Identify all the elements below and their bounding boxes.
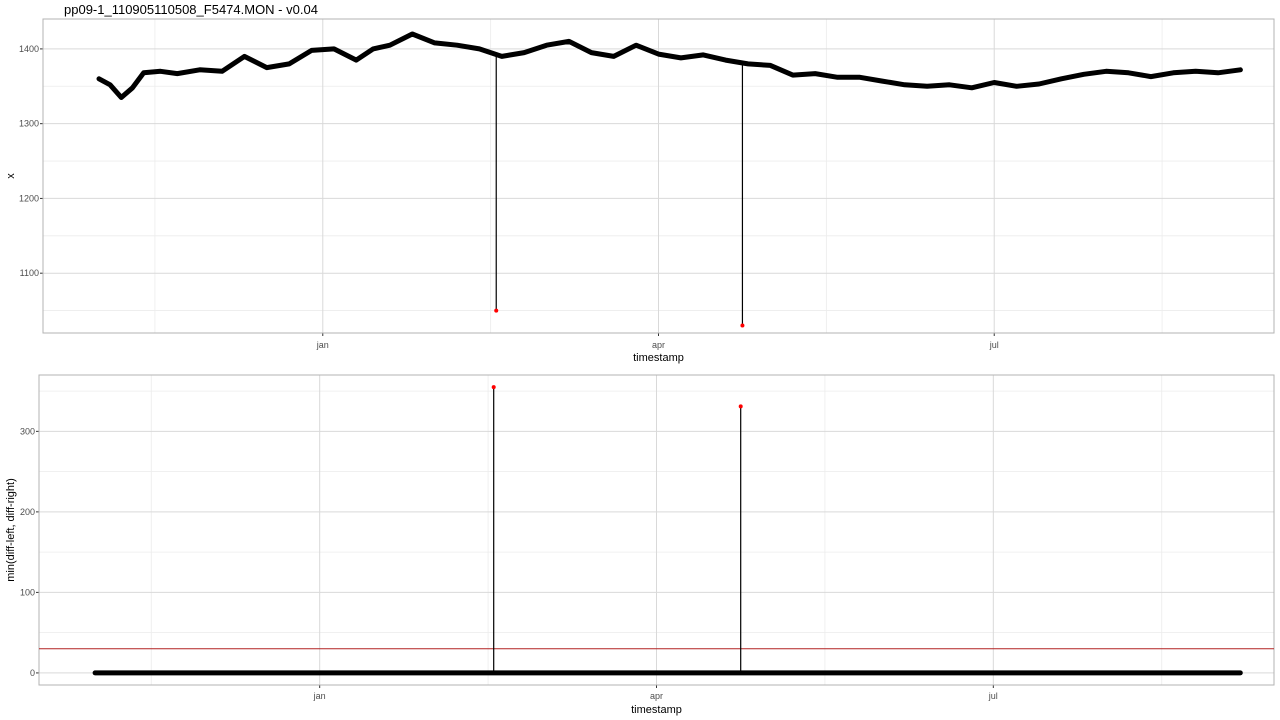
y-tick-label: 1300 (19, 119, 39, 129)
x-axis-title: timestamp (631, 704, 682, 716)
series-line (96, 31, 1243, 100)
y-tick-label: 1100 (20, 268, 39, 278)
x-tick-label: apr (652, 340, 665, 350)
panel-border (42, 18, 1275, 334)
y-axis-title: min(diff-left, diff-right) (5, 478, 17, 582)
outlier-point (738, 404, 743, 409)
x-tick-label: jan (316, 340, 329, 350)
y-tick-label: 1200 (19, 193, 39, 203)
x-tick-label: apr (650, 691, 663, 701)
page-title: pp09-1_110905110508_F5474.MON - v0.04 (64, 2, 318, 17)
y-tick-label: 0 (30, 668, 35, 678)
x-tick-label: jul (988, 691, 998, 701)
outlier-point (491, 385, 496, 390)
outlier-point (494, 308, 499, 313)
x-tick-label: jul (989, 340, 999, 350)
outlier-point (740, 323, 745, 328)
y-tick-label: 1400 (19, 44, 39, 54)
x-tick-label: jan (313, 691, 326, 701)
y-tick-label: 200 (20, 507, 35, 517)
chart-panel-1: 1100 1200 1300 1400 jan apr jul timestamp x (5, 18, 1275, 364)
y-axis-title: x (5, 173, 17, 179)
y-tick-label: 300 (20, 426, 35, 436)
panel-border (38, 374, 1275, 686)
chart-panel-2: 0 100 200 300 jan apr jul timestamp min(diff-lef… (5, 374, 1275, 716)
y-tick-label: 100 (20, 587, 35, 597)
x-axis-title: timestamp (633, 352, 684, 364)
